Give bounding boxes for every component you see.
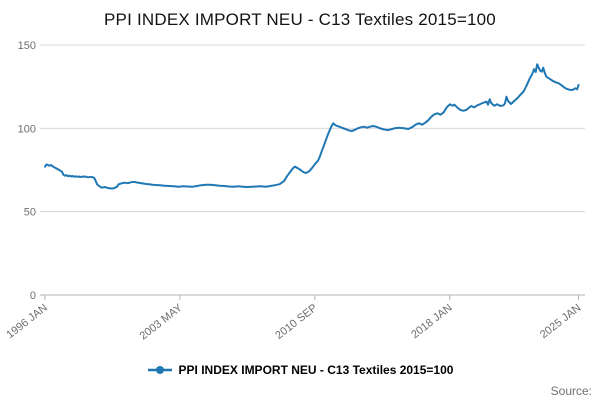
- x-tick-label: 2018 JAN: [409, 302, 454, 341]
- chart-legend: PPI INDEX IMPORT NEU - C13 Textiles 2015…: [0, 363, 600, 377]
- y-tick-label: 50: [24, 207, 36, 219]
- y-tick-label: 150: [18, 40, 36, 52]
- series-line: [44, 63, 580, 190]
- legend-label: PPI INDEX IMPORT NEU - C13 Textiles 2015…: [178, 363, 454, 377]
- legend-dot: [155, 366, 164, 374]
- chart-canvas: 0 50 100 150 1996 JAN 2003 MAY 2010 SEP 2018 JA…: [4, 40, 585, 343]
- x-tick-label: 1996 JAN: [4, 302, 49, 341]
- x-tick-label: 2010 SEP: [273, 302, 319, 342]
- page-title: PPI INDEX IMPORT NEU - C13 Textiles 2015…: [104, 10, 496, 29]
- legend-line-marker-icon: [147, 366, 172, 374]
- legend-item-series[interactable]: PPI INDEX IMPORT NEU - C13 Textiles 2015…: [147, 363, 454, 377]
- x-tick-label: 2025 JAN: [538, 302, 583, 341]
- y-tick-label: 100: [18, 123, 36, 135]
- source-label: Source:: [550, 384, 592, 398]
- x-tick-label: 2003 MAY: [138, 302, 186, 343]
- y-tick-label: 0: [30, 290, 36, 302]
